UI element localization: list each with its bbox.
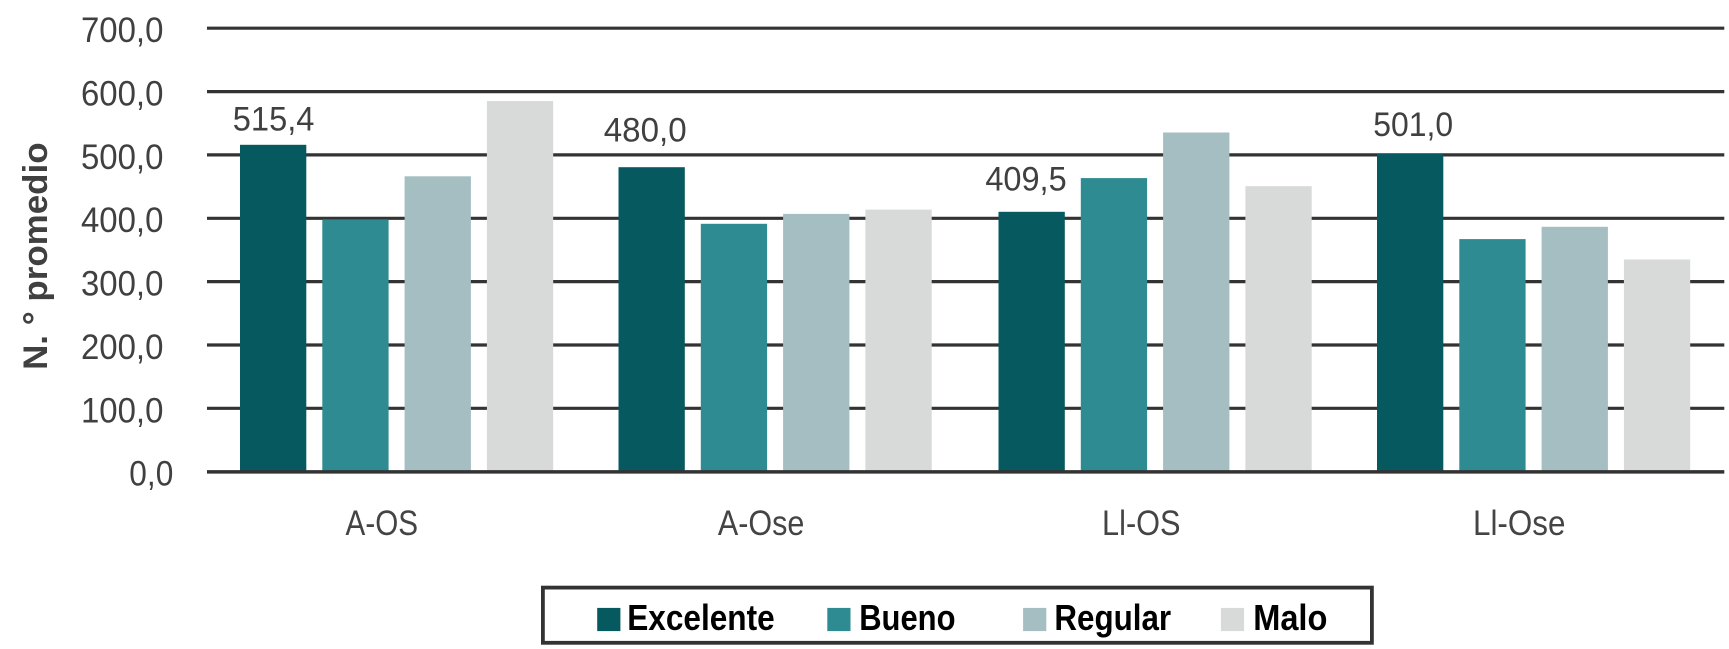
svg-text:Ll-OS: Ll-OS <box>1102 504 1181 543</box>
svg-text:Excelente: Excelente <box>627 597 775 638</box>
svg-text:100,0: 100,0 <box>81 391 163 430</box>
svg-text:Bueno: Bueno <box>859 597 955 638</box>
svg-text:A-OS: A-OS <box>346 504 419 543</box>
svg-text:Ll-Ose: Ll-Ose <box>1473 504 1565 543</box>
svg-text:480,0: 480,0 <box>604 112 687 150</box>
svg-text:A-Ose: A-Ose <box>718 504 805 543</box>
svg-text:600,0: 600,0 <box>81 75 163 114</box>
svg-text:0,0: 0,0 <box>129 455 173 494</box>
svg-text:500,0: 500,0 <box>81 138 163 177</box>
svg-text:515,4: 515,4 <box>233 101 315 139</box>
svg-text:409,5: 409,5 <box>985 161 1066 199</box>
svg-text:N. ° promedio: N. ° promedio <box>17 142 55 370</box>
svg-text:700,0: 700,0 <box>81 11 163 50</box>
svg-text:400,0: 400,0 <box>81 201 163 240</box>
svg-text:Regular: Regular <box>1054 597 1171 638</box>
svg-text:Malo: Malo <box>1253 597 1327 638</box>
svg-text:300,0: 300,0 <box>81 265 163 304</box>
svg-text:200,0: 200,0 <box>81 328 163 367</box>
svg-text:501,0: 501,0 <box>1373 106 1453 144</box>
